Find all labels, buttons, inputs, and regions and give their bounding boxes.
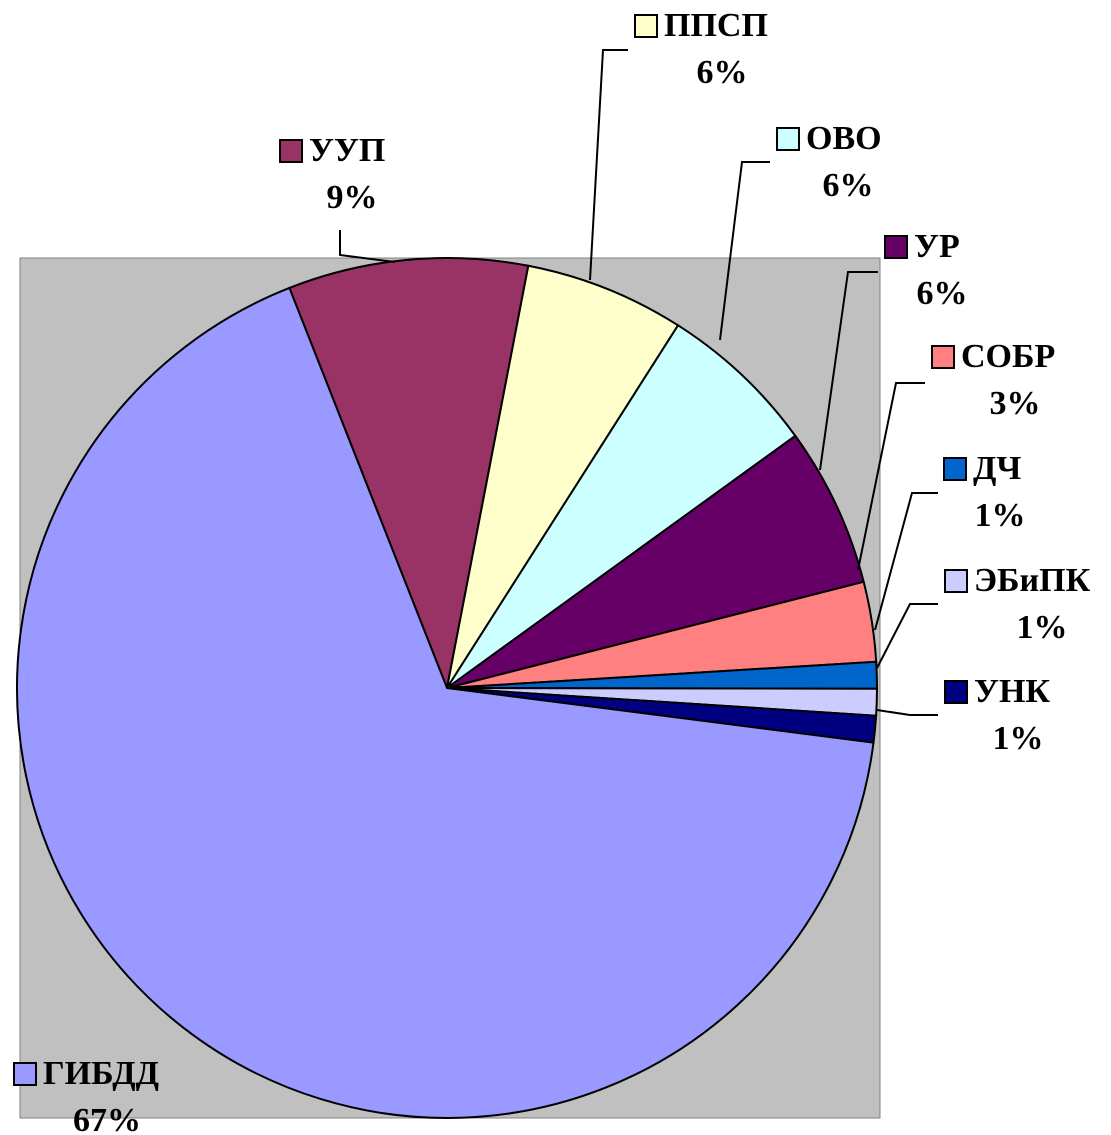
value-label: 1% [975,497,1026,534]
pie-slice [446,434,865,689]
value-label: 1% [1017,609,1068,646]
category-label: ГИБДД [43,1055,159,1092]
leader-line [339,230,396,263]
pie-slice [16,286,875,1119]
leader-line [857,382,925,571]
legend-swatch [931,345,955,369]
value-label: 9% [327,179,378,216]
legend-swatch [776,127,800,151]
leader-line [819,271,878,471]
category-label: УУП [309,132,385,169]
category-label: СОБР [961,338,1055,375]
labels: УУП 9% ППСП 6% ОВО 6% УР 6% СОБР 3% ДЧ 1% ЭБиПК 1% УНК… [13,7,1091,1135]
legend-swatch [884,235,908,259]
legend-swatch [279,139,303,163]
leader-line [876,603,938,669]
value-label: 67% [73,1102,141,1135]
pie-slice [446,323,797,689]
category-label: ОВО [806,120,882,157]
category-label: ДЧ [973,450,1021,487]
category-label: ППСП [664,7,768,44]
slices [16,257,879,1119]
legend-swatch [13,1062,37,1086]
value-label: 6% [823,167,874,204]
pie-slice [446,264,680,689]
leader-line [719,161,770,341]
legend-swatch [944,569,968,593]
leader-line [589,49,628,281]
leader-line [874,492,938,631]
value-label: 6% [697,54,748,91]
legend-swatch [944,680,968,704]
legend-swatch [943,457,967,481]
leader-line [876,709,938,716]
value-label: 1% [993,720,1044,757]
value-label: 6% [917,275,968,312]
value-label: 3% [990,385,1041,422]
category-label: УР [914,228,960,265]
category-label: УНК [974,673,1050,710]
pie-slice [288,257,530,692]
legend-swatch [634,14,658,38]
category-label: ЭБиПК [974,562,1091,599]
